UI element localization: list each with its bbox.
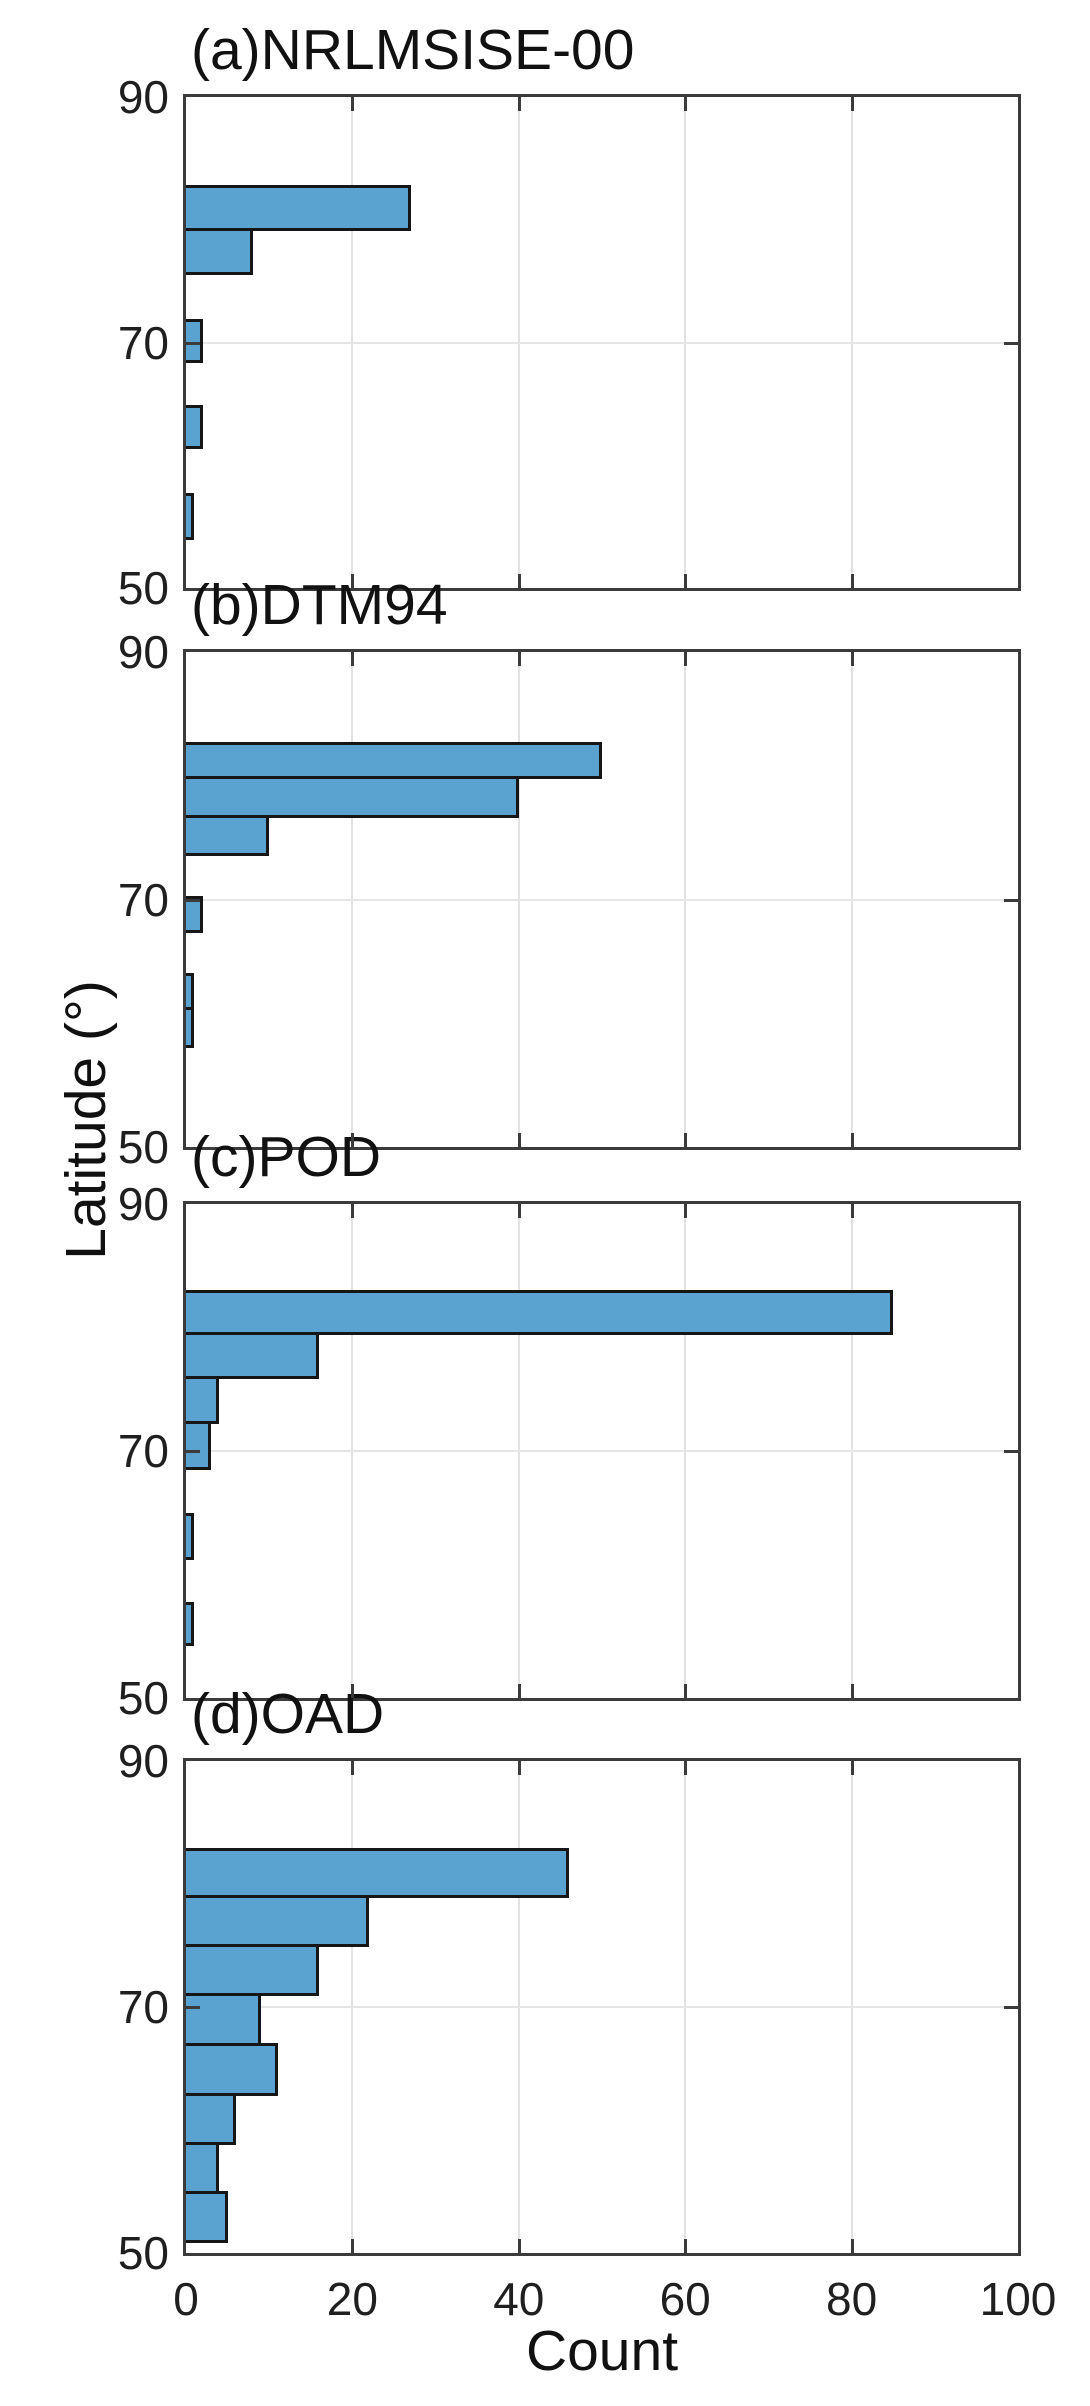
histogram-bar: [186, 2190, 228, 2244]
x-tick-mark: [684, 574, 688, 588]
y-tick-label: 90: [117, 71, 169, 123]
x-tick-label: 0: [173, 2273, 199, 2325]
histogram-bar: [186, 742, 602, 780]
histogram-bar: [186, 1290, 894, 1335]
panel-title: (d)OAD: [191, 1682, 385, 1746]
x-tick-mark: [684, 1133, 688, 1147]
histogram-bar: [186, 1943, 320, 1996]
histogram-bar: [186, 2043, 278, 2096]
x-tick-label: 20: [326, 2273, 378, 2325]
plot-area: [183, 1201, 1021, 1701]
x-tick-label: 60: [659, 2273, 711, 2325]
x-tick-mark: [351, 97, 355, 111]
y-tick-label: 50: [117, 2227, 169, 2279]
y-tick-mark: [1004, 341, 1018, 345]
x-tick-mark: [517, 1761, 521, 1775]
x-tick-mark: [850, 1133, 854, 1147]
x-tick-mark: [850, 97, 854, 111]
histogram-bar: [186, 2092, 236, 2145]
y-tick-mark: [186, 2006, 200, 2009]
x-tick-mark: [351, 2239, 355, 2253]
histogram-bar: [186, 185, 411, 231]
x-tick-mark: [351, 574, 355, 588]
panel-title: (a)NRLMSISE-00: [191, 18, 635, 82]
histogram-bar: [186, 2141, 220, 2194]
histogram-bar: [186, 319, 203, 364]
y-tick-label: 50: [117, 1672, 169, 1724]
y-tick-label: 90: [117, 1178, 169, 1230]
x-tick-mark: [517, 1684, 521, 1698]
x-tick-label: 40: [493, 2273, 545, 2325]
y-tick-mark: [186, 341, 200, 345]
y-tick-label: 70: [117, 873, 169, 926]
y-tick-label: 90: [117, 626, 169, 678]
panel-title: (b)DTM94: [191, 573, 448, 637]
histogram-bar: [186, 895, 203, 933]
panel-title: (c)POD: [191, 1125, 381, 1189]
x-tick-mark: [351, 1133, 355, 1147]
y-tick-mark: [1004, 898, 1018, 902]
y-tick-mark: [186, 1450, 200, 1453]
histogram-bar: [186, 1420, 211, 1470]
x-tick-label: 80: [826, 2273, 878, 2325]
x-tick-mark: [850, 1684, 854, 1698]
x-tick-mark: [850, 574, 854, 588]
x-tick-mark: [517, 2239, 521, 2253]
histogram-bar: [186, 814, 270, 857]
x-tick-mark: [684, 1204, 688, 1218]
histogram-bar: [186, 1376, 220, 1424]
histogram-bar: [186, 1006, 195, 1048]
x-tick-mark: [517, 1133, 521, 1147]
y-gridline: [186, 898, 1018, 901]
y-tick-label: 50: [117, 1121, 169, 1173]
y-gridline: [186, 341, 1018, 344]
x-tick-mark: [850, 2239, 854, 2253]
x-tick-mark: [351, 1204, 355, 1218]
x-tick-mark: [517, 97, 521, 111]
histogram-bar: [186, 776, 519, 818]
histogram-bar: [186, 405, 203, 450]
plot-area: [183, 94, 1021, 591]
histogram-bar: [186, 493, 195, 541]
histogram-bar: [186, 1848, 569, 1898]
x-tick-mark: [684, 97, 688, 111]
y-tick-label: 70: [117, 316, 169, 369]
x-tick-label: 100: [979, 2273, 1057, 2325]
y-tick-label: 90: [117, 1735, 169, 1787]
x-tick-mark: [351, 652, 355, 666]
histogram-bar: [186, 1992, 261, 2047]
histogram-bar: [186, 1512, 195, 1560]
y-tick-mark: [1004, 2006, 1018, 2009]
x-axis-label: Count: [525, 2319, 679, 2383]
x-tick-mark: [517, 652, 521, 666]
y-tick-mark: [186, 898, 200, 902]
x-tick-mark: [850, 1204, 854, 1218]
y-tick-mark: [1004, 1450, 1018, 1453]
x-tick-mark: [684, 1761, 688, 1775]
histogram-bar: [186, 227, 253, 275]
x-tick-mark: [517, 574, 521, 588]
x-tick-mark: [850, 1761, 854, 1775]
y-gridline: [186, 2006, 1018, 2008]
histogram-bar: [186, 1894, 370, 1947]
histogram-bar: [186, 1601, 195, 1647]
x-tick-mark: [684, 1684, 688, 1698]
x-tick-mark: [850, 652, 854, 666]
plot-area: [183, 649, 1021, 1150]
y-tick-label: 70: [117, 1425, 169, 1477]
y-gridline: [186, 1450, 1018, 1452]
x-tick-mark: [684, 2239, 688, 2253]
x-tick-mark: [351, 1761, 355, 1775]
histogram-bar: [186, 1331, 320, 1380]
y-tick-label: 70: [117, 1981, 169, 2033]
x-tick-mark: [684, 652, 688, 666]
x-tick-mark: [517, 1204, 521, 1218]
histogram-bar: [186, 972, 195, 1010]
x-tick-mark: [351, 1684, 355, 1698]
plot-area: [183, 1758, 1021, 2256]
y-tick-label: 50: [117, 562, 169, 614]
